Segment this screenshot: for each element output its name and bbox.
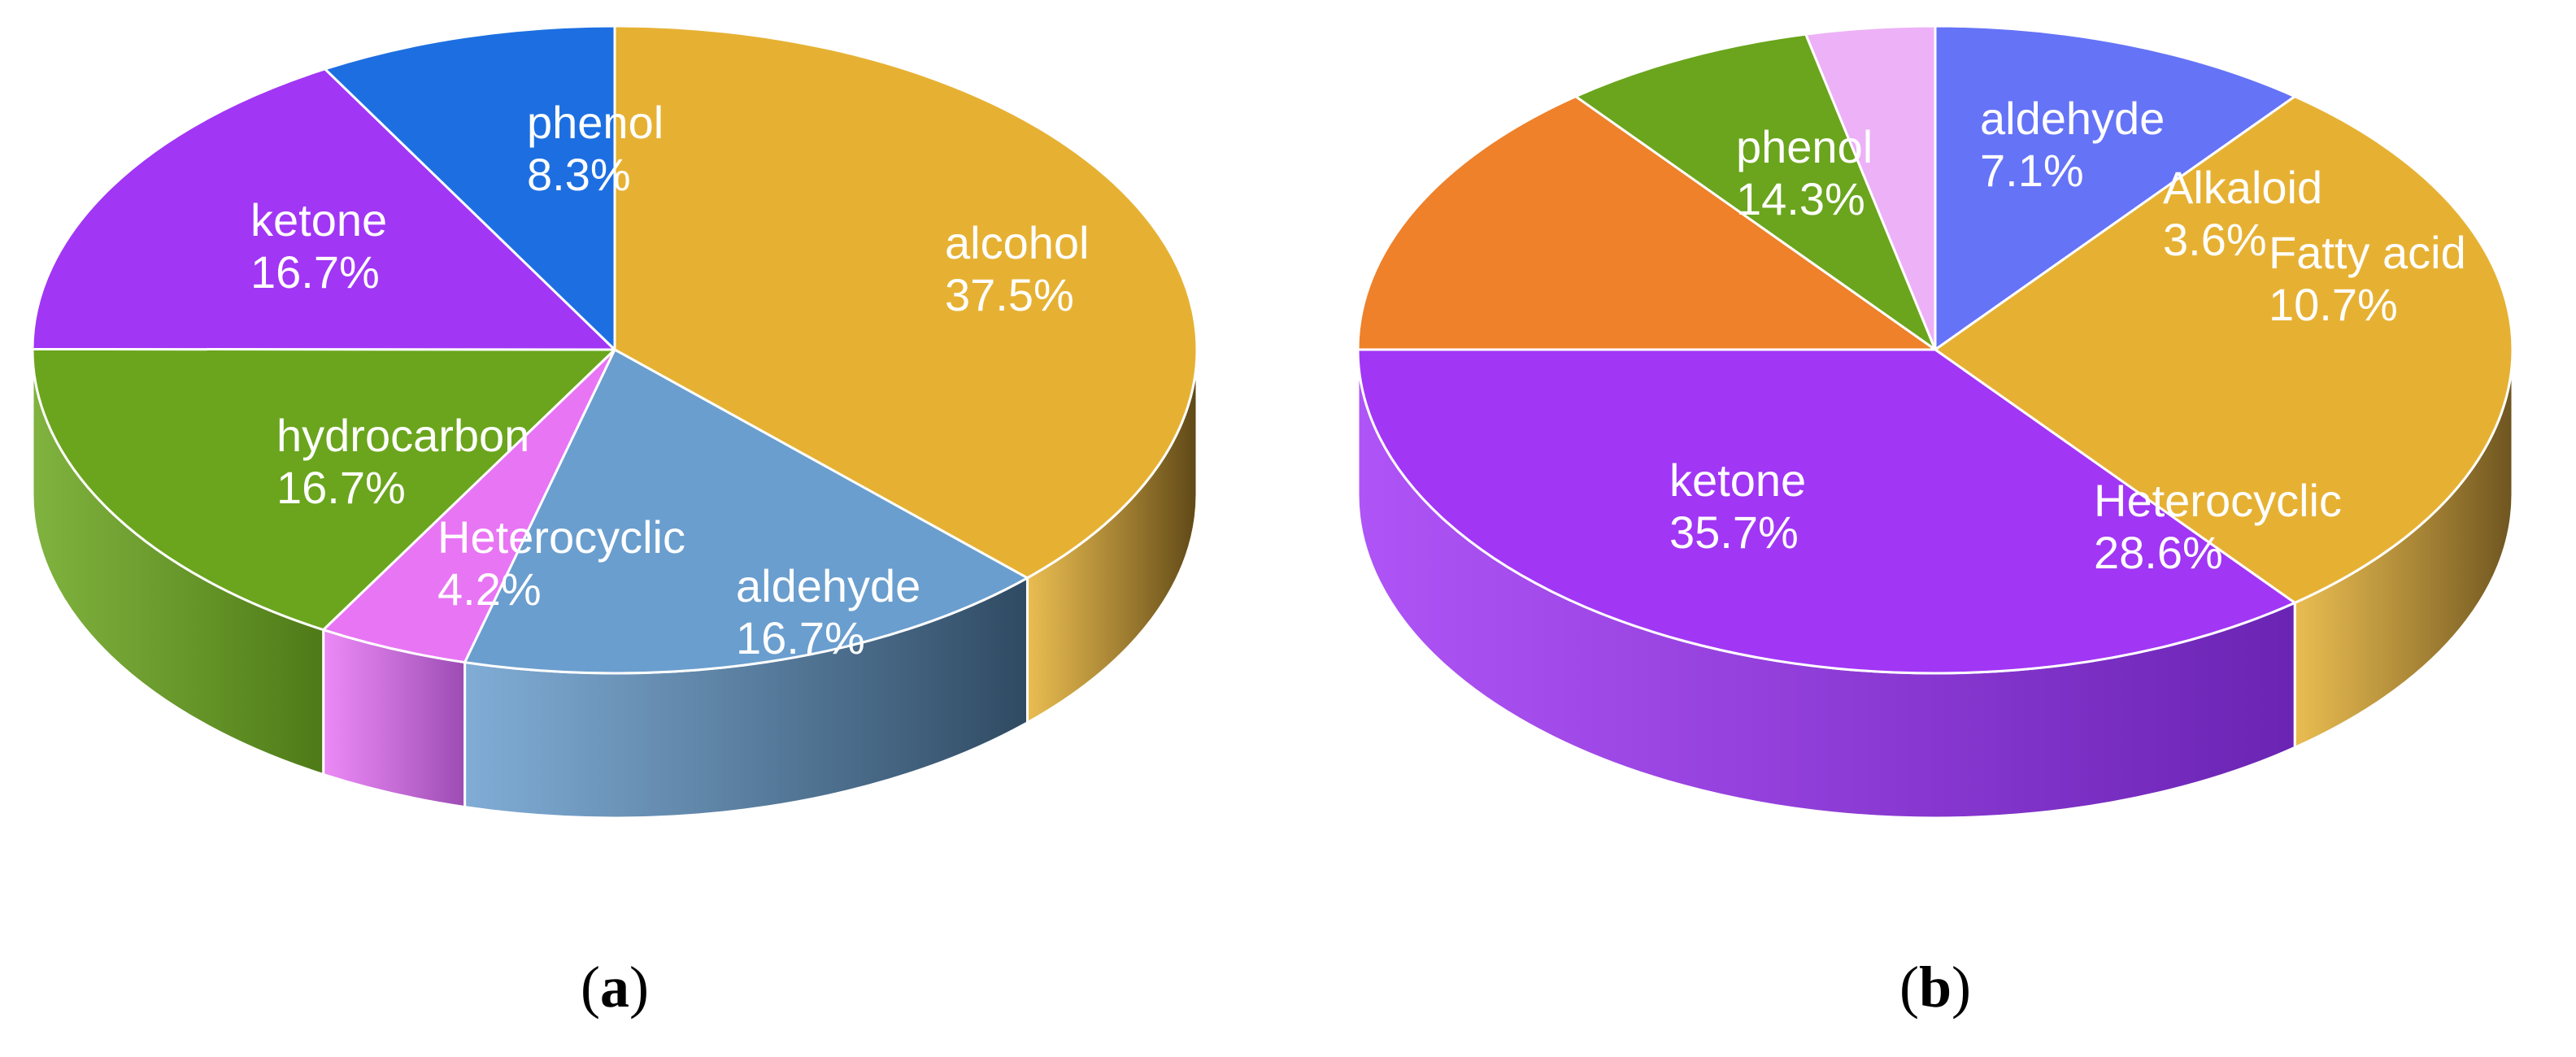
slice-percent-heterocyclic: 28.6% xyxy=(2094,527,2223,578)
slice-name-phenol: phenol xyxy=(527,97,664,148)
slice-label-alcohol: alcohol 37.5% xyxy=(945,217,1089,320)
pie-slice-phenol xyxy=(1356,95,1937,351)
slice-percent-heterocyclic: 4.2% xyxy=(437,563,542,615)
slice-percent-aldehyde: 16.7% xyxy=(736,612,865,663)
slice-label-aldehyde: aldehyde 7.1% xyxy=(1980,93,2165,196)
caption-a-letter: a xyxy=(600,955,629,1020)
slice-label-heterocyclic: Heterocyclic 4.2% xyxy=(437,511,685,615)
pie-slice-alcohol xyxy=(613,24,1199,580)
slice-name-alcohol: alcohol xyxy=(945,217,1089,268)
caption-b-open: ( xyxy=(1899,955,1919,1020)
pie-chart-a: alcohol 37.5%aldehyde 16.7%Heterocyclic 4.2… xyxy=(31,24,1199,820)
slice-name-hydrocarbon: hydrocarbon xyxy=(276,410,529,461)
slice-label-ketone: ketone 16.7% xyxy=(250,194,387,298)
pie-chart-b: Fatty acid 10.7% Heterocyclic 28.6% ketone 35… xyxy=(1356,24,2514,820)
slice-percent-hydrocarbon: 16.7% xyxy=(276,462,406,513)
slice-label-phenol: phenol 14.3% xyxy=(1736,121,1873,224)
slice-name-fatty-acid: Fatty acid xyxy=(2269,227,2466,278)
slice-name-aldehyde: aldehyde xyxy=(736,560,920,611)
slice-label-ketone: ketone 35.7% xyxy=(1669,455,1806,558)
pie-slice-aldehyde xyxy=(463,348,1029,675)
slice-label-aldehyde: aldehyde 16.7% xyxy=(736,560,920,663)
pie-slice-aldehyde xyxy=(1574,33,1937,351)
slice-name-phenol: phenol xyxy=(1736,121,1873,172)
slice-name-heterocyclic: Heterocyclic xyxy=(2094,475,2342,526)
slice-name-heterocyclic: Heterocyclic xyxy=(437,511,685,563)
slice-label-heterocyclic: Heterocyclic 28.6% xyxy=(2094,475,2342,578)
slice-name-alkaloid: Alkaloid xyxy=(2163,162,2322,213)
caption-a-open: ( xyxy=(581,955,600,1020)
slice-label-fatty-acid: Fatty acid 10.7% xyxy=(2269,227,2466,330)
caption-a: (a) xyxy=(581,955,649,1020)
pie-slice-alkaloid xyxy=(1804,24,1937,351)
caption-b-close: ) xyxy=(1952,955,1971,1020)
pie-slice-phenol xyxy=(324,24,616,351)
pie-slice-heterocyclic xyxy=(322,348,616,664)
slice-percent-alkaloid: 3.6% xyxy=(2163,214,2267,265)
slice-percent-ketone: 16.7% xyxy=(250,246,380,298)
slice-name-ketone: ketone xyxy=(1669,455,1806,506)
slice-name-ketone: ketone xyxy=(250,194,387,246)
slice-percent-ketone: 35.7% xyxy=(1669,507,1799,558)
pie-slice-heterocyclic xyxy=(1934,95,2514,604)
caption-b: (b) xyxy=(1899,955,1971,1020)
pie-slice-hydrocarbon xyxy=(31,347,616,632)
pie-slice-ketone xyxy=(31,67,616,351)
slice-label-hydrocarbon: hydrocarbon 16.7% xyxy=(276,410,529,513)
pie-slice-fatty-acid xyxy=(1934,24,2296,351)
pie-slice-ketone xyxy=(1356,348,2296,675)
caption-b-letter: b xyxy=(1919,955,1952,1020)
caption-a-close: ) xyxy=(629,955,649,1020)
slice-name-aldehyde: aldehyde xyxy=(1980,93,2165,144)
slice-label-alkaloid: Alkaloid 3.6% xyxy=(2163,162,2322,265)
slice-percent-phenol: 8.3% xyxy=(527,149,631,200)
slice-percent-fatty-acid: 10.7% xyxy=(2269,279,2398,330)
slice-percent-aldehyde: 7.1% xyxy=(1980,145,2084,196)
slice-label-phenol: phenol 8.3% xyxy=(527,97,664,200)
slice-percent-phenol: 14.3% xyxy=(1736,173,1865,224)
slice-percent-alcohol: 37.5% xyxy=(945,269,1074,320)
